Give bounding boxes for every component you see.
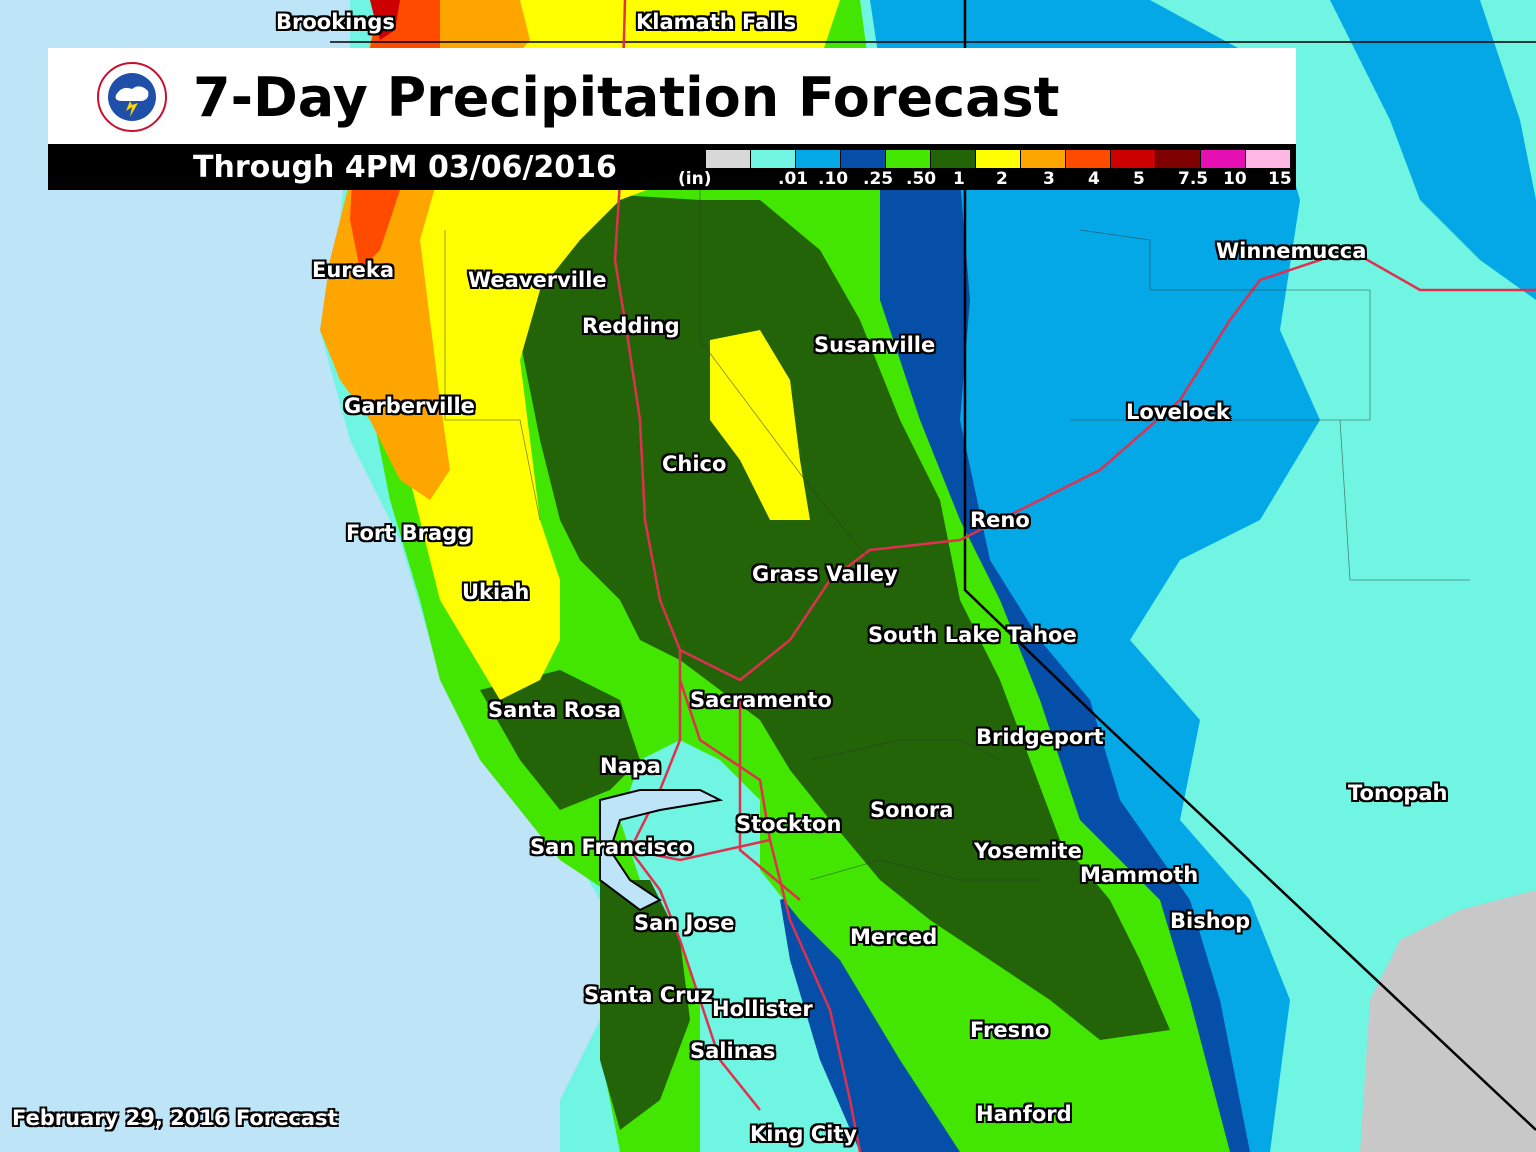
city-label-winnemucca: Winnemucca xyxy=(1216,239,1367,263)
city-label-chico: Chico xyxy=(662,452,727,476)
city-label-sonora: Sonora xyxy=(870,798,954,822)
city-label-ukiah: Ukiah xyxy=(462,580,530,604)
zone-dark-green-coast xyxy=(480,670,640,810)
legend-swatch xyxy=(931,150,975,168)
legend-label: .50 xyxy=(906,169,937,189)
city-label-hollister: Hollister xyxy=(712,997,813,1021)
legend-label: 2 xyxy=(996,169,1008,189)
legend-label: 15 xyxy=(1268,169,1292,189)
city-label-bishop: Bishop xyxy=(1170,909,1251,933)
city-label-bridgeport: Bridgeport xyxy=(976,725,1104,749)
legend-swatch xyxy=(1021,150,1065,168)
city-label-san-jose: San Jose xyxy=(634,911,735,935)
city-label-weaverville: Weaverville xyxy=(468,268,607,292)
city-label-klamath-falls: Klamath Falls xyxy=(636,10,797,34)
zone-dark-green-south xyxy=(600,880,690,1130)
legend-label: 1 xyxy=(953,169,965,189)
city-label-stockton: Stockton xyxy=(736,812,842,836)
city-label-napa: Napa xyxy=(600,754,661,778)
city-label-king-city: King City xyxy=(750,1122,858,1146)
city-label-lovelock: Lovelock xyxy=(1126,400,1230,424)
legend-swatch xyxy=(751,150,795,168)
legend-label: .01 xyxy=(778,169,809,189)
city-label-hanford: Hanford xyxy=(976,1102,1072,1126)
city-label-fort-bragg: Fort Bragg xyxy=(346,521,473,545)
legend-swatch xyxy=(1156,150,1200,168)
title-panel: 7-Day Precipitation Forecast xyxy=(48,48,1296,144)
legend-swatch xyxy=(1246,150,1290,168)
city-label-garberville: Garberville xyxy=(344,394,475,418)
city-label-salinas: Salinas xyxy=(690,1039,776,1063)
city-label-yosemite: Yosemite xyxy=(974,839,1082,863)
city-label-eureka: Eureka xyxy=(312,258,395,282)
legend-swatch xyxy=(1066,150,1110,168)
city-label-fresno: Fresno xyxy=(970,1018,1050,1042)
zone-dark-green xyxy=(520,190,1170,1040)
city-label-san-francisco: San Francisco xyxy=(530,835,694,859)
legend-label: 7.5 xyxy=(1178,169,1209,189)
county-lines xyxy=(444,190,1470,881)
legend-label: 10 xyxy=(1223,169,1247,189)
city-label-santa-rosa: Santa Rosa xyxy=(488,698,622,722)
valid-through-label: Through 4PM 03/06/2016 xyxy=(193,150,617,185)
zone-blue-2 xyxy=(1330,0,1536,300)
city-label-susanville: Susanville xyxy=(814,333,936,357)
legend-label: 4 xyxy=(1088,169,1100,189)
zone-dark-red xyxy=(370,0,400,40)
legend-label: .25 xyxy=(863,169,894,189)
city-label-reno: Reno xyxy=(970,508,1030,532)
city-label-grass-valley: Grass Valley xyxy=(752,562,898,586)
city-label-merced: Merced xyxy=(850,925,938,949)
legend-label: 3 xyxy=(1043,169,1055,189)
legend-swatch xyxy=(1111,150,1155,168)
city-label-tonopah: Tonopah xyxy=(1348,781,1448,805)
legend-bar: Through 4PM 03/06/2016 (in) .01 .10 .25 .50 1… xyxy=(48,144,1296,190)
zone-blue xyxy=(870,0,1320,1152)
nws-logo-icon xyxy=(97,62,167,132)
city-label-sacramento: Sacramento xyxy=(690,688,832,712)
legend-swatch xyxy=(706,150,750,168)
legend-swatch xyxy=(796,150,840,168)
legend-swatch xyxy=(841,150,885,168)
city-label-south-lake-tahoe: South Lake Tahoe xyxy=(868,623,1077,647)
legend-unit: (in) xyxy=(678,169,712,189)
legend-labels: (in) .01 .10 .25 .50 1 2 3 4 5 7.5 10 15 xyxy=(678,169,1298,189)
legend-swatch xyxy=(886,150,930,168)
zone-yellow-inland xyxy=(710,330,810,520)
no-data-area xyxy=(1360,890,1536,1152)
legend-swatch xyxy=(1201,150,1245,168)
city-label-redding: Redding xyxy=(582,314,680,338)
legend-swatches xyxy=(706,150,1291,168)
bay xyxy=(599,789,724,912)
city-label-santa-cruz: Santa Cruz xyxy=(584,983,713,1007)
legend-label: .10 xyxy=(818,169,849,189)
legend-swatch xyxy=(976,150,1020,168)
city-label-mammoth: Mammoth xyxy=(1080,863,1199,887)
page-title: 7-Day Precipitation Forecast xyxy=(193,66,1060,129)
legend-label: 5 xyxy=(1133,169,1145,189)
state-border xyxy=(963,0,1536,1131)
forecast-issued-date: February 29, 2016 Forecast xyxy=(12,1106,338,1130)
city-label-brookings: Brookings xyxy=(276,10,395,34)
